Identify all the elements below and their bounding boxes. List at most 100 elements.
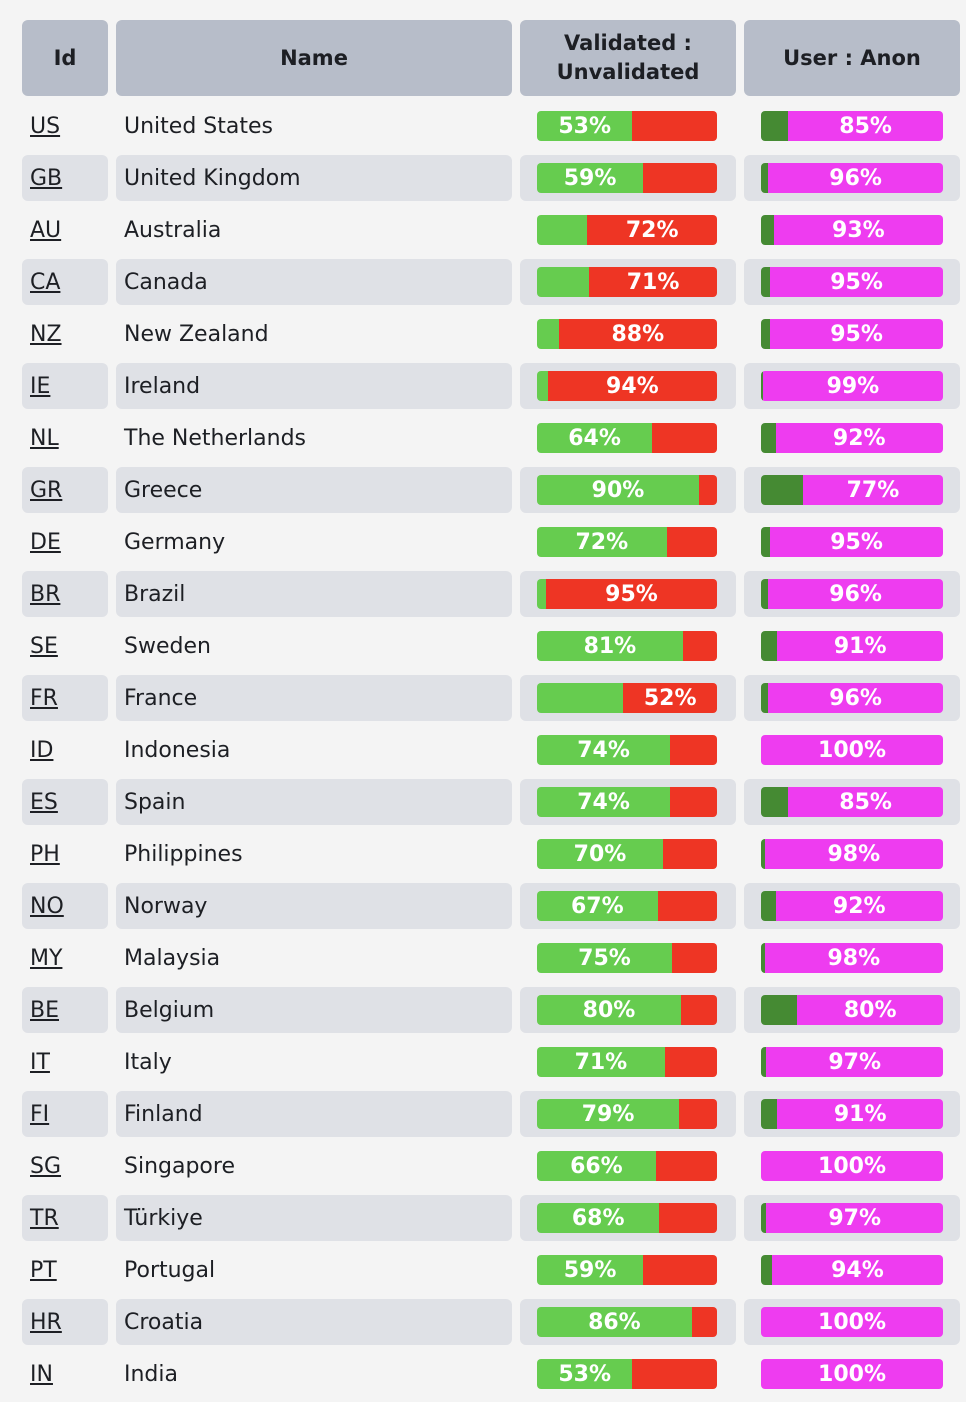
country-name: Greece bbox=[116, 467, 512, 513]
country-id-link[interactable]: DE bbox=[30, 529, 61, 555]
header-id: Id bbox=[22, 20, 108, 96]
country-name: Malaysia bbox=[124, 945, 221, 971]
country-id-link[interactable]: FI bbox=[22, 1091, 108, 1137]
country-id-link[interactable]: ID bbox=[30, 737, 54, 763]
validated-bar: 72% bbox=[537, 215, 717, 245]
country-id-link[interactable]: MY bbox=[30, 945, 63, 971]
validated-bar: 70% bbox=[537, 839, 717, 869]
user-anon-bar: 91% bbox=[761, 1099, 943, 1129]
bar-segment bbox=[659, 1203, 717, 1233]
bar-segment: 74% bbox=[537, 735, 671, 765]
validated-bar: 88% bbox=[537, 319, 717, 349]
bar-segment bbox=[537, 371, 548, 401]
country-id-link[interactable]: IT bbox=[30, 1049, 50, 1075]
country-id-link[interactable]: AU bbox=[30, 217, 62, 243]
bar-segment bbox=[761, 891, 776, 921]
country-id-link[interactable]: PH bbox=[30, 841, 60, 867]
bar-label: 72% bbox=[625, 217, 679, 243]
bar-segment: 85% bbox=[788, 787, 943, 817]
country-name: Ireland bbox=[116, 363, 512, 409]
bar-segment: 75% bbox=[537, 943, 672, 973]
country-id-link[interactable]: US bbox=[30, 113, 61, 139]
header-name: Name bbox=[116, 20, 512, 96]
country-id-link[interactable]: TR bbox=[22, 1195, 108, 1241]
bar-segment bbox=[537, 319, 559, 349]
bar-label: 95% bbox=[830, 269, 883, 295]
header-text: User : Anon bbox=[783, 45, 921, 70]
bar-segment: 67% bbox=[537, 891, 658, 921]
user-anon-bar: 100% bbox=[761, 1359, 943, 1389]
bar-segment bbox=[663, 839, 717, 869]
bar-segment bbox=[537, 683, 624, 713]
bar-label: 74% bbox=[577, 789, 630, 815]
country-id-link[interactable]: NO bbox=[22, 883, 108, 929]
country-name: Norway bbox=[116, 883, 512, 929]
user-anon-bar: 99% bbox=[761, 371, 943, 401]
country-id-link[interactable]: PT bbox=[30, 1257, 57, 1283]
validated-bar: 72% bbox=[537, 527, 717, 557]
bar-label: 93% bbox=[832, 217, 885, 243]
validated-bar: 53% bbox=[537, 1359, 717, 1389]
country-id-link[interactable]: IN bbox=[30, 1361, 53, 1387]
bar-segment: 70% bbox=[537, 839, 663, 869]
user-anon-bar: 92% bbox=[761, 891, 943, 921]
country-id-link[interactable]: IE bbox=[22, 363, 108, 409]
bar-segment bbox=[682, 631, 717, 661]
bar-label: 53% bbox=[558, 1361, 612, 1387]
bar-segment bbox=[681, 995, 717, 1025]
bar-segment: 93% bbox=[773, 215, 943, 245]
user-anon-bar: 98% bbox=[761, 943, 943, 973]
country-id-link[interactable]: NZ bbox=[30, 321, 62, 347]
bar-segment bbox=[761, 267, 771, 297]
country-id-link[interactable]: CA bbox=[22, 259, 108, 305]
country-id-link[interactable]: GR bbox=[22, 467, 108, 513]
country-id-link[interactable]: HR bbox=[22, 1299, 108, 1345]
bar-segment: 77% bbox=[802, 475, 943, 505]
bar-segment bbox=[761, 1047, 767, 1077]
bar-label: 70% bbox=[573, 841, 627, 867]
bar-segment bbox=[699, 475, 717, 505]
bar-segment bbox=[761, 839, 765, 869]
country-id-link[interactable]: ES bbox=[22, 779, 108, 825]
bar-segment bbox=[664, 1047, 717, 1077]
user-anon-bar: 97% bbox=[761, 1203, 943, 1233]
bar-label: 91% bbox=[833, 633, 887, 659]
user-anon-bar: 93% bbox=[761, 215, 943, 245]
country-name: Finland bbox=[116, 1091, 512, 1137]
user-anon-bar: 95% bbox=[761, 267, 943, 297]
country-id-link[interactable]: BR bbox=[22, 571, 108, 617]
header-text: Id bbox=[53, 45, 77, 70]
header-text: Validated : Unvalidated bbox=[556, 31, 700, 84]
bar-segment: 79% bbox=[537, 1099, 680, 1129]
country-name: Türkiye bbox=[116, 1195, 512, 1241]
country-name: Spain bbox=[116, 779, 512, 825]
country-name: Canada bbox=[116, 259, 512, 305]
country-name: United States bbox=[124, 113, 273, 139]
user-anon-bar: 96% bbox=[761, 163, 943, 193]
country-id-link[interactable]: SG bbox=[30, 1153, 62, 1179]
bar-label: 97% bbox=[828, 1049, 882, 1075]
bar-segment bbox=[761, 215, 774, 245]
bar-segment: 53% bbox=[537, 111, 633, 141]
country-id-link[interactable]: BE bbox=[22, 987, 108, 1033]
user-anon-bar: 77% bbox=[761, 475, 943, 505]
bar-segment: 98% bbox=[764, 943, 943, 973]
bar-label: 94% bbox=[831, 1257, 884, 1283]
country-name: Brazil bbox=[116, 571, 512, 617]
bar-segment: 96% bbox=[768, 163, 943, 193]
country-id-link[interactable]: GB bbox=[22, 155, 108, 201]
country-id-link[interactable]: FR bbox=[22, 675, 108, 721]
country-id-link[interactable]: SE bbox=[30, 633, 58, 659]
bar-label: 98% bbox=[827, 945, 881, 971]
bar-segment: 92% bbox=[775, 423, 943, 453]
validated-bar: 59% bbox=[537, 1255, 717, 1285]
bar-label: 71% bbox=[574, 1049, 628, 1075]
bar-label: 80% bbox=[582, 997, 636, 1023]
user-anon-bar: 91% bbox=[761, 631, 943, 661]
bar-label: 77% bbox=[846, 477, 900, 503]
bar-segment: 71% bbox=[537, 1047, 665, 1077]
validated-bar: 71% bbox=[537, 1047, 717, 1077]
country-id-link[interactable]: NL bbox=[30, 425, 59, 451]
country-name: Croatia bbox=[116, 1299, 512, 1345]
